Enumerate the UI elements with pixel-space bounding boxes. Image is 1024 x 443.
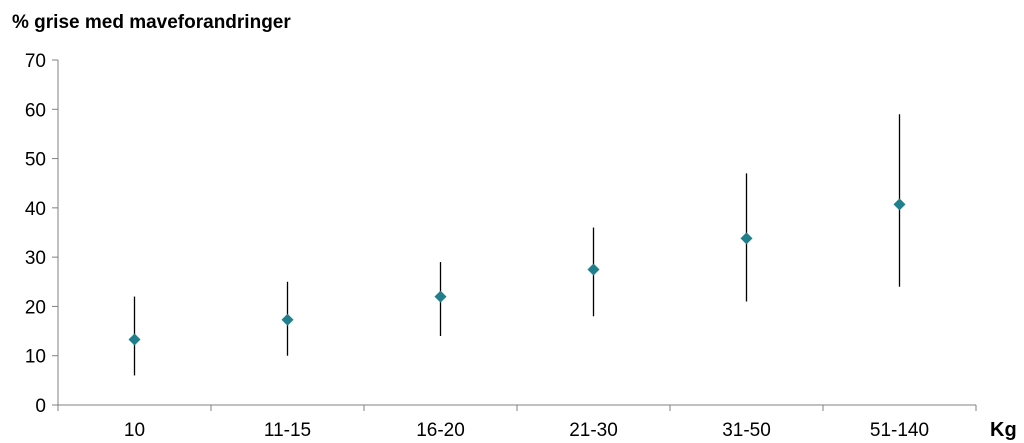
y-axis-title: % grise med maveforandringer xyxy=(12,12,291,33)
y-tick-label: 60 xyxy=(25,100,46,121)
data-point-marker xyxy=(281,313,294,326)
x-tick-label: 51-140 xyxy=(870,420,929,441)
data-point-marker xyxy=(128,333,141,346)
y-tick-label: 0 xyxy=(35,396,46,417)
x-tick-label: 31-50 xyxy=(722,420,771,441)
y-tick-label: 70 xyxy=(25,51,46,72)
data-point-marker xyxy=(740,232,753,245)
data-point-marker xyxy=(587,263,600,276)
x-tick-label: 21-30 xyxy=(569,420,618,441)
data-points xyxy=(128,198,906,346)
x-tick-label: 10 xyxy=(124,420,145,441)
y-tick-label: 50 xyxy=(25,150,46,171)
y-tick-label: 20 xyxy=(25,297,46,318)
y-tick-labels: 0 10 20 30 40 50 60 70 xyxy=(25,51,46,417)
y-tick-label: 30 xyxy=(25,248,46,269)
data-point-marker xyxy=(434,290,447,303)
y-tick-label: 10 xyxy=(25,347,46,368)
data-point-marker xyxy=(893,198,906,211)
x-tick-label: 11-15 xyxy=(264,420,311,441)
x-axis-title: Kg xyxy=(990,419,1017,441)
x-tick-label: 16-20 xyxy=(416,420,465,441)
axes xyxy=(52,59,977,411)
y-tick-label: 40 xyxy=(25,199,46,220)
x-tick-labels: 10 11-15 16-20 21-30 31-50 51-140 xyxy=(124,420,929,441)
error-bars xyxy=(133,114,901,376)
